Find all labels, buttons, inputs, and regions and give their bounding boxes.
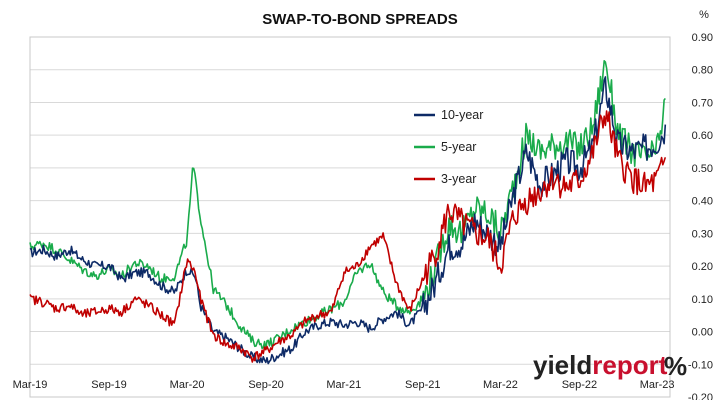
x-axis-ticks: Mar-19 Sep-19 Mar-20 Sep-20 Mar-21 Sep-21 Mar-… <box>13 379 675 391</box>
y-tick-label: 0.60 <box>692 130 713 142</box>
x-tick-label: Mar-23 <box>640 379 675 391</box>
y-tick-label: -0.10 <box>688 359 713 371</box>
x-tick-label: Mar-21 <box>326 379 361 391</box>
legend: 10-year 5-year 3-year <box>414 108 483 186</box>
legend-label-3-year: 3-year <box>441 172 476 186</box>
plot-frame <box>29 36 671 398</box>
y-axis-unit-label: % <box>699 9 709 21</box>
legend-label-10-year: 10-year <box>441 108 483 122</box>
y-tick-label: 0.20 <box>692 261 713 273</box>
x-tick-label: Mar-22 <box>483 379 518 391</box>
y-tick-label: 0.40 <box>692 196 713 208</box>
brand-logo-percent: % <box>664 351 687 381</box>
y-tick-label: 0.10 <box>692 294 713 306</box>
x-tick-label: Mar-20 <box>170 379 205 391</box>
series-layer <box>29 60 667 365</box>
x-tick-label: Mar-19 <box>13 379 48 391</box>
y-tick-label: -0.20 <box>688 392 713 400</box>
brand-logo: yieldreport % <box>533 350 687 381</box>
x-tick-label: Sep-19 <box>91 379 126 391</box>
chart-title: SWAP-TO-BOND SPREADS <box>262 11 458 28</box>
brand-logo-part2: report <box>592 350 667 380</box>
y-tick-label: 0.70 <box>692 97 713 109</box>
y-axis-ticks: 0.90 0.80 0.70 0.60 0.50 0.40 0.30 0.20 0.10 0.00… <box>688 32 713 400</box>
legend-label-5-year: 5-year <box>441 140 476 154</box>
series-line-3-year <box>29 110 667 363</box>
x-tick-label: Sep-21 <box>405 379 440 391</box>
x-tick-label: Sep-20 <box>248 379 283 391</box>
series-line-5-year <box>29 60 666 351</box>
y-tick-label: 0.50 <box>692 163 713 175</box>
x-tick-label: Sep-22 <box>562 379 597 391</box>
y-tick-label: 0.30 <box>692 228 713 240</box>
y-tick-label: 0.00 <box>692 327 713 339</box>
brand-logo-part1: yield <box>533 350 592 380</box>
y-tick-label: 0.90 <box>692 32 713 44</box>
y-tick-label: 0.80 <box>692 65 713 77</box>
brand-logo-text: yieldreport <box>533 350 668 380</box>
